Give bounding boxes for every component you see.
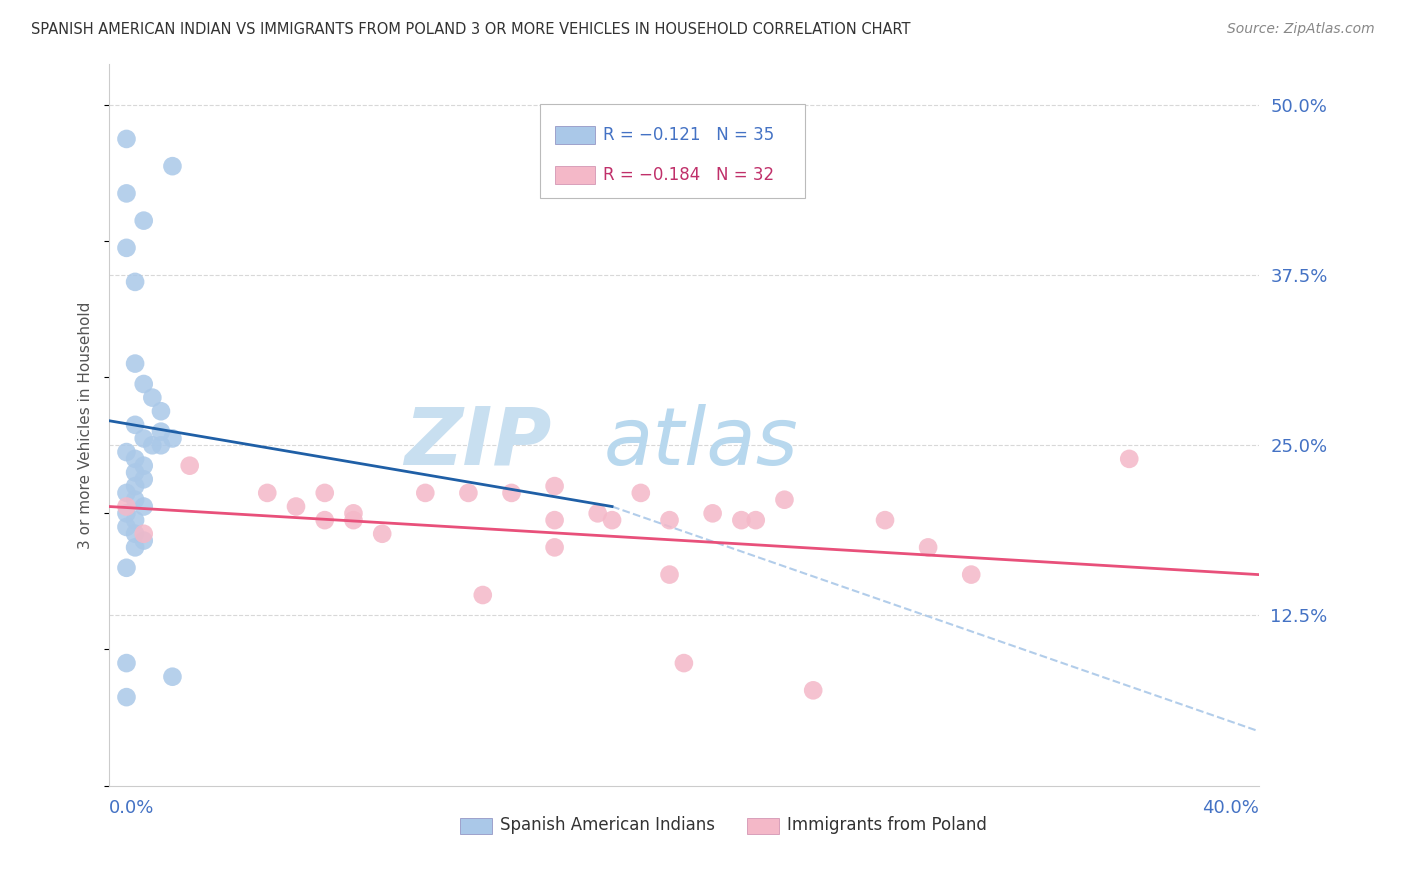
Text: 0.0%: 0.0% [110, 799, 155, 817]
Point [124, 357, 146, 371]
Point [124, 451, 146, 466]
Point [115, 656, 138, 670]
Bar [555, 166, 595, 184]
Point [132, 432, 155, 446]
Point [115, 520, 138, 534]
Bar [555, 127, 595, 144]
FancyBboxPatch shape [540, 103, 804, 197]
Point [285, 500, 308, 514]
Point [162, 670, 184, 684]
Text: Source: ZipAtlas.com: Source: ZipAtlas.com [1227, 22, 1375, 37]
Point [162, 432, 184, 446]
Point [543, 541, 565, 555]
Point [501, 486, 523, 500]
Y-axis label: 3 or more Vehicles in Household: 3 or more Vehicles in Household [79, 301, 93, 549]
Point [115, 690, 138, 705]
Point [630, 486, 652, 500]
Point [773, 492, 796, 507]
Point [342, 513, 364, 527]
Point [730, 513, 752, 527]
Text: ZIP: ZIP [405, 404, 551, 482]
Point [371, 526, 394, 541]
Point [179, 458, 201, 473]
Point [471, 588, 494, 602]
Point [115, 445, 138, 459]
Point [543, 513, 565, 527]
Point [314, 486, 336, 500]
Point [132, 213, 155, 227]
Bar [460, 818, 492, 834]
Point [702, 506, 724, 520]
Point [149, 438, 172, 452]
Point [256, 486, 278, 500]
Point [457, 486, 479, 500]
Text: Immigrants from Poland: Immigrants from Poland [787, 816, 987, 834]
Point [745, 513, 768, 527]
Point [342, 506, 364, 520]
Point [124, 513, 146, 527]
Point [115, 506, 138, 520]
Point [132, 526, 155, 541]
Point [115, 186, 138, 201]
Text: R = −0.184   N = 32: R = −0.184 N = 32 [603, 166, 775, 184]
Point [658, 567, 681, 582]
Text: R = −0.121   N = 35: R = −0.121 N = 35 [603, 126, 775, 145]
Point [115, 561, 138, 575]
Point [658, 513, 681, 527]
Text: SPANISH AMERICAN INDIAN VS IMMIGRANTS FROM POLAND 3 OR MORE VEHICLES IN HOUSEHOL: SPANISH AMERICAN INDIAN VS IMMIGRANTS FR… [31, 22, 911, 37]
Point [124, 466, 146, 480]
Point [124, 417, 146, 432]
Bar [747, 818, 779, 834]
Point [124, 541, 146, 555]
Point [132, 458, 155, 473]
Point [115, 241, 138, 255]
Point [543, 479, 565, 493]
Point [917, 541, 939, 555]
Point [124, 492, 146, 507]
Point [124, 275, 146, 289]
Point [873, 513, 896, 527]
Point [132, 472, 155, 486]
Point [141, 391, 163, 405]
Point [141, 438, 163, 452]
Point [115, 500, 138, 514]
Text: 40.0%: 40.0% [1202, 799, 1258, 817]
Point [600, 513, 623, 527]
Point [413, 486, 436, 500]
Point [672, 656, 695, 670]
Point [115, 132, 138, 146]
Point [960, 567, 983, 582]
Text: atlas: atlas [603, 404, 799, 482]
Text: Spanish American Indians: Spanish American Indians [501, 816, 716, 834]
Point [124, 526, 146, 541]
Point [149, 425, 172, 439]
Point [162, 159, 184, 173]
Point [801, 683, 824, 698]
Point [149, 404, 172, 418]
Point [124, 479, 146, 493]
Point [115, 486, 138, 500]
Point [1118, 451, 1140, 466]
Point [586, 506, 609, 520]
Point [314, 513, 336, 527]
Point [132, 500, 155, 514]
Point [132, 376, 155, 391]
Point [132, 533, 155, 548]
